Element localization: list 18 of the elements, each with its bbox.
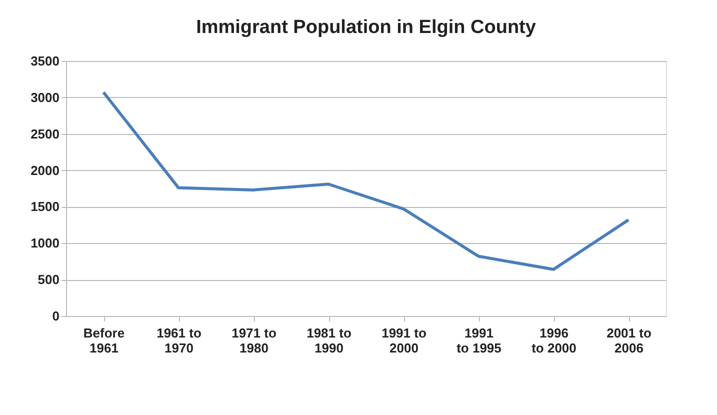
x-tick-label: 1961 to 1970: [156, 326, 202, 356]
x-tick-label: 1991 to 1995: [456, 326, 502, 356]
y-tick-label: 1500: [30, 199, 60, 214]
chart-title: Immigrant Population in Elgin County: [196, 17, 536, 38]
y-tick-label: 3500: [30, 54, 60, 68]
line-series: [102, 90, 630, 271]
x-tick-label: Before 1961: [83, 326, 125, 356]
y-tick-label: 0: [52, 308, 60, 324]
x-tick-label: 1981 to 1990: [306, 326, 352, 356]
y-tick-label: 2000: [30, 162, 60, 178]
y-tick-label: 500: [38, 272, 60, 288]
y-tick-label: 1000: [30, 236, 60, 251]
x-tick-label: 2001 to 2006: [606, 326, 652, 356]
x-tick-label: 1996 to 2000: [532, 326, 576, 356]
y-tick-label: 2500: [30, 126, 60, 142]
x-tick-label: 1971 to 1980: [232, 326, 276, 356]
x-tick-label: 1991 to 2000: [382, 326, 426, 356]
y-tick-label: 3000: [30, 90, 60, 105]
